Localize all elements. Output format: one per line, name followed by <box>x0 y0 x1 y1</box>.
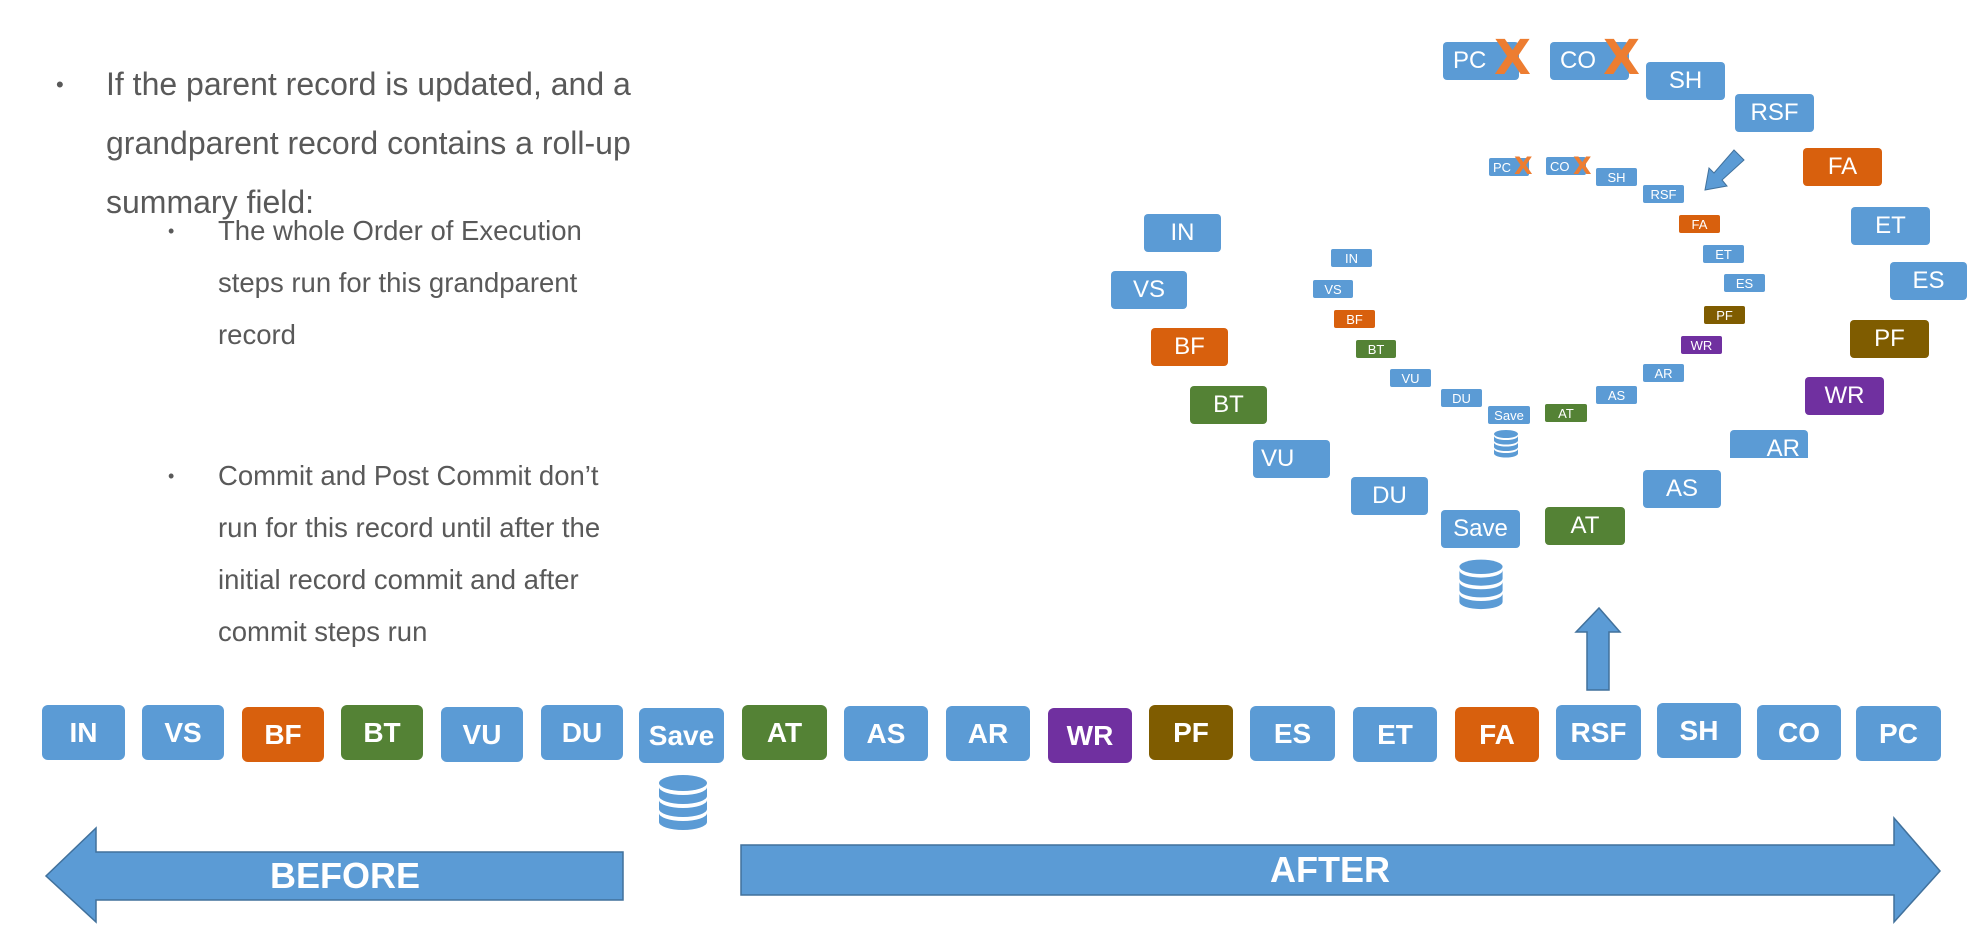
loop-step-save: Save <box>1441 510 1520 548</box>
x-mark-icon: X <box>1603 30 1641 86</box>
loop-step-sh: SH <box>1646 62 1725 100</box>
small-step-co: CO <box>1546 157 1586 175</box>
step-sh: SH <box>1657 703 1741 758</box>
up-arrow <box>1574 606 1622 691</box>
database-icon <box>1494 430 1518 458</box>
before-arrow <box>44 826 624 924</box>
small-step-as: AS <box>1596 386 1637 404</box>
small-step-at: AT <box>1545 404 1587 422</box>
step-at: AT <box>742 705 827 760</box>
loop-step-wr: WR <box>1805 377 1884 415</box>
small-step-vu: VU <box>1390 369 1431 387</box>
step-bf: BF <box>242 707 324 762</box>
small-step-du: DU <box>1441 389 1482 407</box>
step-pf: PF <box>1149 705 1233 760</box>
loop-step-at: AT <box>1545 507 1625 545</box>
diagonal-arrow <box>1704 149 1745 191</box>
step-et: ET <box>1353 707 1437 762</box>
loop-step-du: DU <box>1351 477 1428 515</box>
after-label: AFTER <box>1270 849 1390 890</box>
step-in: IN <box>42 705 125 760</box>
loop-step-rsf: RSF <box>1735 94 1814 132</box>
small-step-in: IN <box>1331 249 1372 267</box>
loop-step-fa: FA <box>1803 148 1882 186</box>
step-as: AS <box>844 706 928 761</box>
small-step-sh: SH <box>1596 168 1637 186</box>
small-step-et: ET <box>1703 245 1744 263</box>
loop-step-vs: VS <box>1111 271 1187 309</box>
small-step-bf: BF <box>1334 310 1375 328</box>
small-step-es: ES <box>1724 274 1765 292</box>
loop-step-co: CO <box>1550 42 1629 80</box>
step-wr: WR <box>1048 708 1132 763</box>
loop-step-bt: BT <box>1190 386 1267 424</box>
step-ar: AR <box>946 706 1030 761</box>
step-fa: FA <box>1455 707 1539 762</box>
step-co: CO <box>1757 705 1841 760</box>
loop-step-es: ES <box>1890 262 1967 300</box>
loop-step-et: ET <box>1851 207 1930 245</box>
bullet-sub-2-text: Commit and Post Commit don’t run for thi… <box>218 460 601 647</box>
bullet-main-text: If the parent record is updated, and a g… <box>106 66 631 220</box>
loop-step-vu: VU <box>1253 440 1330 478</box>
loop-step-ar-partial: AR <box>1730 430 1808 458</box>
loop-step-bf: BF <box>1151 328 1228 366</box>
database-icon <box>1459 559 1503 610</box>
small-step-vs: VS <box>1313 280 1353 298</box>
small-step-fa: FA <box>1679 215 1720 233</box>
step-es: ES <box>1250 706 1335 761</box>
after-arrow <box>740 815 1942 924</box>
bullet-dot: • <box>168 221 175 241</box>
step-pc: PC <box>1856 706 1941 761</box>
small-step-pc: PC <box>1489 158 1529 176</box>
small-step-wr: WR <box>1681 336 1722 354</box>
bullet-dot: • <box>56 72 64 97</box>
step-save: Save <box>639 708 724 763</box>
small-step-pf: PF <box>1704 306 1745 324</box>
x-mark-icon: X <box>1514 152 1533 180</box>
before-label: BEFORE <box>269 855 420 896</box>
bullet-sub-1-text: The whole Order of Execution steps run f… <box>218 215 582 350</box>
step-du: DU <box>541 705 623 760</box>
x-mark-icon: X <box>1494 30 1532 86</box>
small-step-save: Save <box>1488 406 1530 424</box>
step-vu: VU <box>441 707 523 762</box>
step-vs: VS <box>142 705 224 760</box>
small-step-bt: BT <box>1356 340 1396 358</box>
small-step-rsf: RSF <box>1643 185 1684 203</box>
step-bt: BT <box>341 705 423 760</box>
step-rsf: RSF <box>1556 705 1641 760</box>
x-mark-icon: X <box>1573 152 1592 180</box>
small-step-ar: AR <box>1643 364 1684 382</box>
loop-step-as: AS <box>1643 470 1721 508</box>
database-icon <box>659 775 707 830</box>
loop-step-in: IN <box>1144 214 1221 252</box>
bullet-dot: • <box>168 466 175 486</box>
loop-step-pc: PC <box>1443 42 1519 80</box>
bullet-list: • If the parent record is updated, and a… <box>0 0 700 680</box>
loop-step-pf: PF <box>1850 320 1929 358</box>
